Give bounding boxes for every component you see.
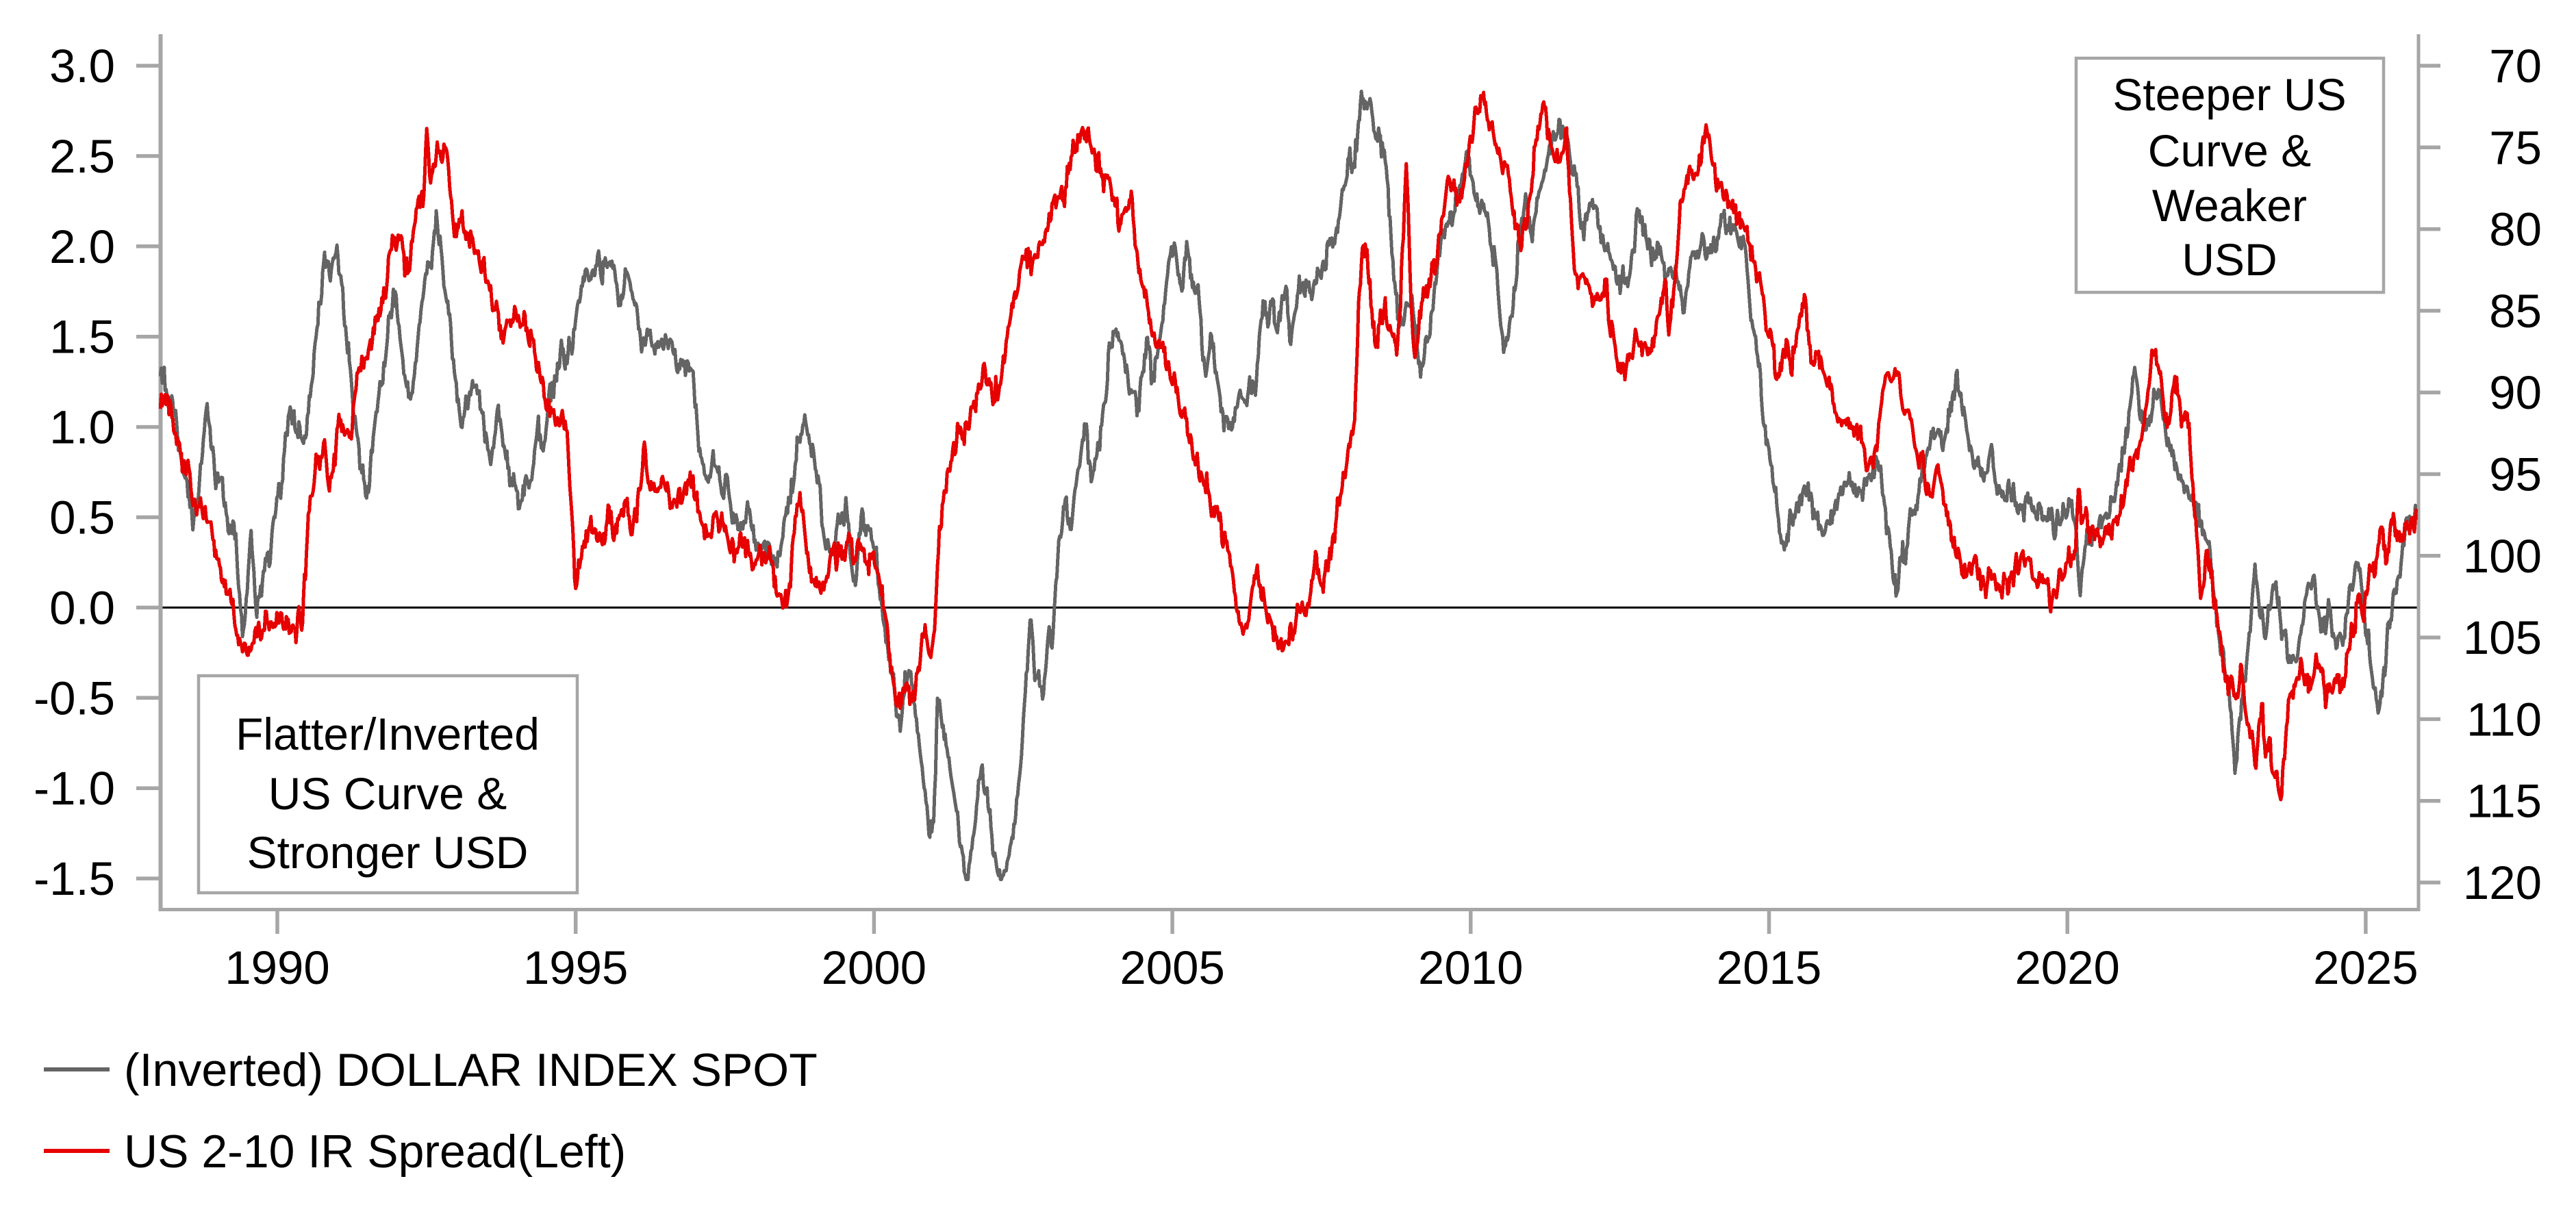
svg-text:85: 85 xyxy=(2489,285,2542,338)
svg-text:1995: 1995 xyxy=(523,941,629,994)
svg-text:Curve &: Curve & xyxy=(2148,125,2311,176)
svg-text:2000: 2000 xyxy=(822,941,927,994)
svg-text:US 2-10 IR Spread(Left): US 2-10 IR Spread(Left) xyxy=(124,1126,626,1178)
svg-text:105: 105 xyxy=(2463,611,2542,664)
svg-text:2025: 2025 xyxy=(2313,941,2419,994)
svg-text:US Curve &: US Curve & xyxy=(268,768,507,819)
svg-text:2005: 2005 xyxy=(1120,941,1225,994)
svg-text:Stronger USD: Stronger USD xyxy=(247,827,529,878)
svg-text:2020: 2020 xyxy=(2015,941,2120,994)
svg-text:0.0: 0.0 xyxy=(49,581,115,634)
svg-text:2.5: 2.5 xyxy=(49,130,115,183)
svg-text:115: 115 xyxy=(2466,775,2542,828)
svg-text:70: 70 xyxy=(2489,40,2542,92)
svg-text:2015: 2015 xyxy=(1717,941,1822,994)
svg-text:3.0: 3.0 xyxy=(49,40,115,92)
svg-text:USD: USD xyxy=(2182,234,2277,285)
svg-text:80: 80 xyxy=(2489,203,2542,256)
svg-text:110: 110 xyxy=(2466,693,2542,746)
svg-text:Weaker: Weaker xyxy=(2152,180,2307,231)
svg-text:-1.0: -1.0 xyxy=(34,762,115,815)
svg-text:0.5: 0.5 xyxy=(49,492,115,544)
svg-text:Steeper US: Steeper US xyxy=(2112,69,2346,120)
svg-text:(Inverted) DOLLAR INDEX SPOT: (Inverted) DOLLAR INDEX SPOT xyxy=(124,1044,818,1096)
svg-text:90: 90 xyxy=(2489,366,2542,419)
svg-text:-1.5: -1.5 xyxy=(34,852,115,905)
svg-text:1.0: 1.0 xyxy=(49,401,115,454)
svg-text:95: 95 xyxy=(2489,448,2542,501)
svg-text:2010: 2010 xyxy=(1418,941,1524,994)
svg-text:-0.5: -0.5 xyxy=(34,672,115,724)
svg-text:2.0: 2.0 xyxy=(49,220,115,273)
svg-text:1990: 1990 xyxy=(225,941,330,994)
svg-text:75: 75 xyxy=(2489,121,2542,174)
svg-text:100: 100 xyxy=(2463,530,2542,583)
svg-text:120: 120 xyxy=(2463,856,2542,909)
svg-text:Flatter/Inverted: Flatter/Inverted xyxy=(236,709,540,759)
svg-text:1.5: 1.5 xyxy=(49,311,115,364)
